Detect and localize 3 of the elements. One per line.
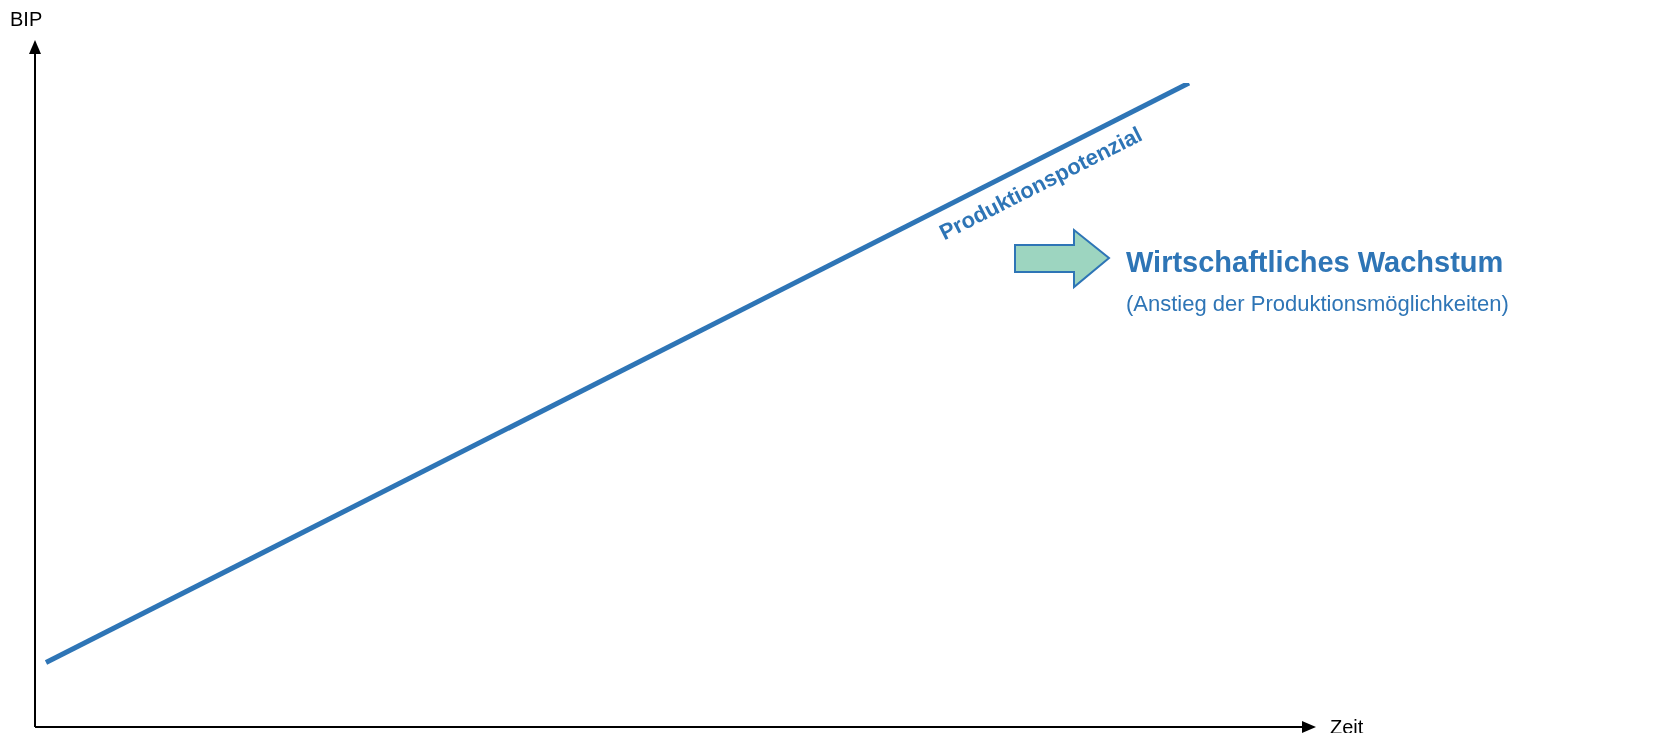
annotation: (Anstieg der Produktionsmöglichkeiten) [1126,291,1509,316]
y-axis-title: BIP [10,8,43,30]
annotation: Wirtschaftliches Wachstum [1126,246,1504,278]
